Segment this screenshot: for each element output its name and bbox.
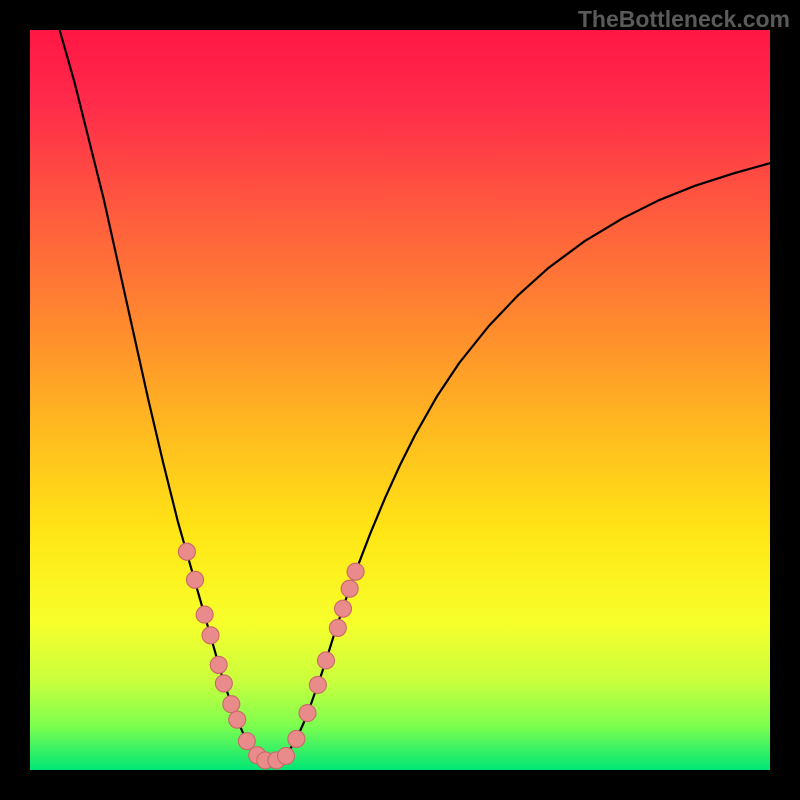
- chart-background: [30, 30, 770, 770]
- curve-marker: [229, 711, 246, 728]
- curve-marker: [318, 652, 335, 669]
- curve-marker: [347, 563, 364, 580]
- curve-marker: [329, 619, 346, 636]
- curve-marker: [238, 733, 255, 750]
- curve-marker: [202, 627, 219, 644]
- curve-marker: [335, 600, 352, 617]
- curve-marker: [187, 571, 204, 588]
- curve-marker: [215, 675, 232, 692]
- curve-marker: [341, 580, 358, 597]
- curve-marker: [196, 606, 213, 623]
- curve-marker: [309, 676, 326, 693]
- curve-marker: [178, 543, 195, 560]
- chart-area: [30, 30, 770, 770]
- curve-marker: [210, 656, 227, 673]
- watermark-text: TheBottleneck.com: [578, 6, 790, 33]
- curve-marker: [278, 747, 295, 764]
- curve-marker: [288, 730, 305, 747]
- curve-marker: [223, 696, 240, 713]
- chart-svg: [30, 30, 770, 770]
- curve-marker: [299, 705, 316, 722]
